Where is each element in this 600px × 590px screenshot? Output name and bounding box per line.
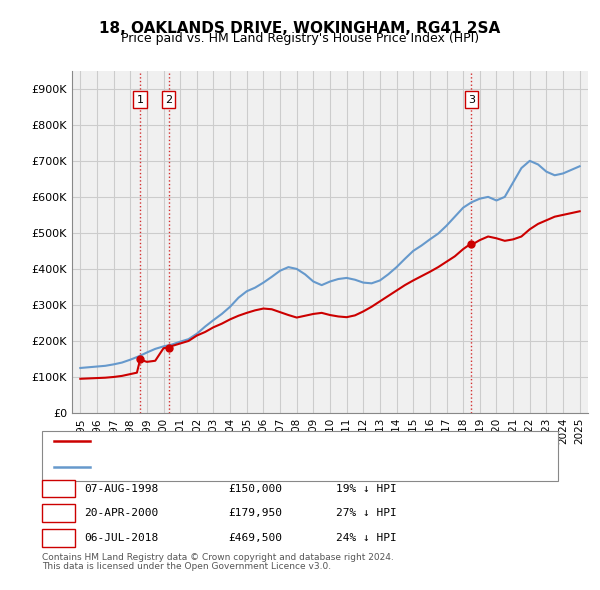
Text: Price paid vs. HM Land Registry's House Price Index (HPI): Price paid vs. HM Land Registry's House … (121, 32, 479, 45)
Text: 24% ↓ HPI: 24% ↓ HPI (336, 533, 397, 543)
Text: 3: 3 (55, 533, 62, 543)
Text: 19% ↓ HPI: 19% ↓ HPI (336, 484, 397, 493)
Text: 27% ↓ HPI: 27% ↓ HPI (336, 509, 397, 518)
Text: 1: 1 (55, 484, 62, 493)
Text: This data is licensed under the Open Government Licence v3.0.: This data is licensed under the Open Gov… (42, 562, 331, 571)
Text: 18, OAKLANDS DRIVE, WOKINGHAM, RG41 2SA: 18, OAKLANDS DRIVE, WOKINGHAM, RG41 2SA (100, 21, 500, 35)
Text: 2: 2 (165, 94, 172, 104)
Text: 18, OAKLANDS DRIVE, WOKINGHAM, RG41 2SA (detached house): 18, OAKLANDS DRIVE, WOKINGHAM, RG41 2SA … (96, 437, 461, 446)
Text: £469,500: £469,500 (228, 533, 282, 543)
Text: 3: 3 (468, 94, 475, 104)
Text: 2: 2 (55, 509, 62, 518)
Text: Contains HM Land Registry data © Crown copyright and database right 2024.: Contains HM Land Registry data © Crown c… (42, 553, 394, 562)
Text: 07-AUG-1998: 07-AUG-1998 (84, 484, 158, 493)
Text: HPI: Average price, detached house, Wokingham: HPI: Average price, detached house, Woki… (96, 463, 368, 472)
Text: £150,000: £150,000 (228, 484, 282, 493)
Text: 20-APR-2000: 20-APR-2000 (84, 509, 158, 518)
Text: 1: 1 (137, 94, 144, 104)
Text: 06-JUL-2018: 06-JUL-2018 (84, 533, 158, 543)
Text: £179,950: £179,950 (228, 509, 282, 518)
